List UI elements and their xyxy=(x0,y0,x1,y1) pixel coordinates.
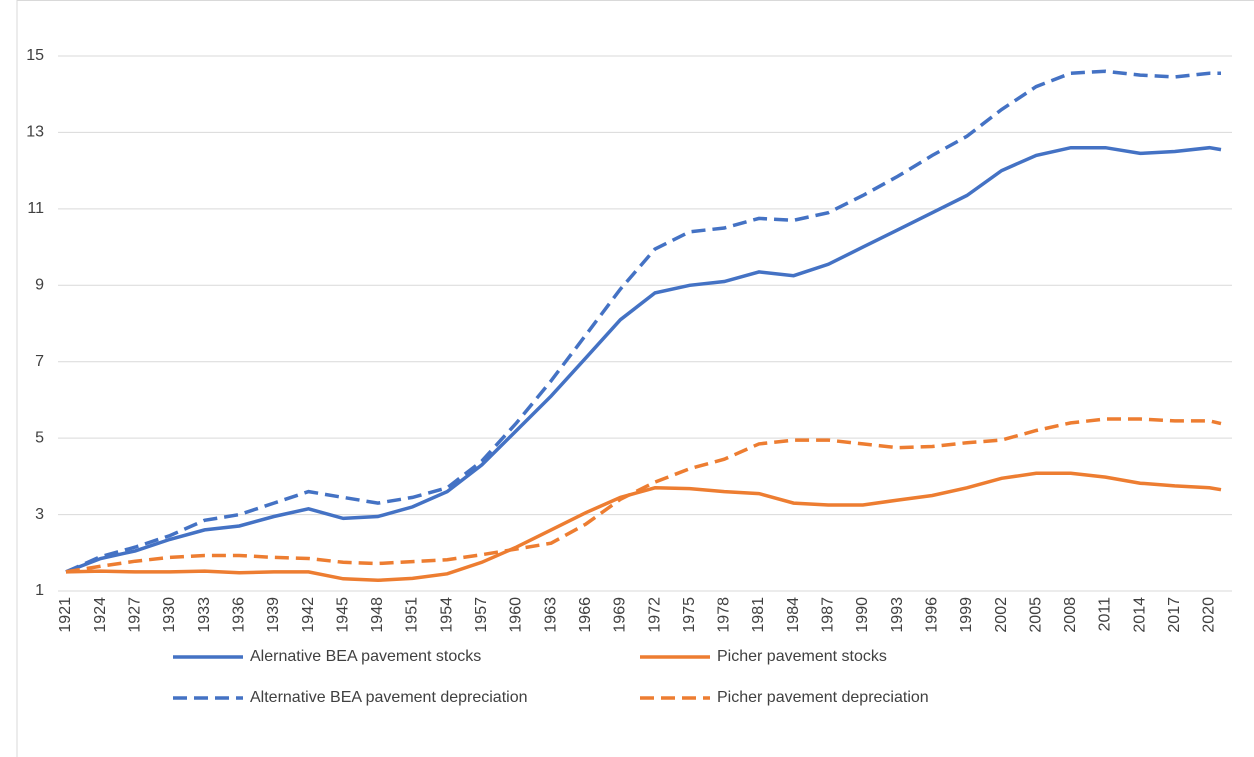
x-tick-label: 2002 xyxy=(993,597,1010,633)
x-tick-label: 1936 xyxy=(230,597,247,633)
x-tick-label: 1960 xyxy=(508,597,525,633)
x-tick-label: 1939 xyxy=(265,597,282,633)
x-tick-label: 2005 xyxy=(1027,597,1044,633)
legend-label: Picher pavement depreciation xyxy=(717,689,929,706)
y-tick-label: 13 xyxy=(26,124,44,141)
x-tick-label: 2008 xyxy=(1062,597,1079,633)
x-tick-label: 1987 xyxy=(820,597,837,633)
x-tick-label: 1948 xyxy=(369,597,386,633)
x-tick-label: 1927 xyxy=(127,597,144,633)
y-tick-label: 1 xyxy=(35,582,44,599)
series-line xyxy=(65,417,1222,574)
x-tick-label: 2020 xyxy=(1201,597,1218,633)
x-tick-label: 1975 xyxy=(681,597,698,633)
y-tick-label: 9 xyxy=(35,277,44,294)
x-tick-label: 1933 xyxy=(196,597,213,633)
x-tick-label: 1996 xyxy=(923,597,940,633)
legend-label: Alernative BEA pavement stocks xyxy=(250,648,481,665)
y-tick-label: 5 xyxy=(35,429,44,446)
x-tick-label: 1990 xyxy=(854,597,871,633)
y-tick-label: 3 xyxy=(35,506,44,523)
x-tick-label: 1942 xyxy=(300,597,317,633)
x-tick-label: 1954 xyxy=(438,597,455,633)
x-tick-label: 1978 xyxy=(716,597,733,633)
x-tick-label: 1966 xyxy=(577,597,594,633)
x-tick-label: 1924 xyxy=(92,597,109,633)
y-tick-label: 11 xyxy=(27,200,44,217)
series-line xyxy=(65,145,1222,574)
x-tick-label: 2011 xyxy=(1097,597,1114,632)
x-tick-label: 1999 xyxy=(958,597,975,633)
series-line xyxy=(65,69,1221,574)
x-tick-label: 1972 xyxy=(646,597,663,633)
x-tick-label: 1969 xyxy=(612,597,629,633)
legend-label: Picher pavement stocks xyxy=(717,648,887,665)
legend-label: Alternative BEA pavement depreciation xyxy=(250,689,528,706)
x-tick-label: 2017 xyxy=(1166,597,1183,633)
x-tick-label: 1951 xyxy=(404,597,421,633)
y-tick-label: 7 xyxy=(35,353,44,370)
x-tick-label: 1981 xyxy=(750,597,767,633)
x-tick-label: 1930 xyxy=(161,597,178,633)
x-tick-label: 1963 xyxy=(542,597,559,633)
x-tick-label: 1945 xyxy=(334,597,351,633)
x-tick-label: 1921 xyxy=(57,597,74,633)
series-line xyxy=(65,471,1222,583)
x-tick-label: 2014 xyxy=(1131,597,1148,633)
y-tick-label: 15 xyxy=(26,47,44,64)
x-tick-label: 1993 xyxy=(889,597,906,633)
x-tick-label: 1984 xyxy=(785,597,802,633)
x-tick-label: 1957 xyxy=(473,597,490,633)
